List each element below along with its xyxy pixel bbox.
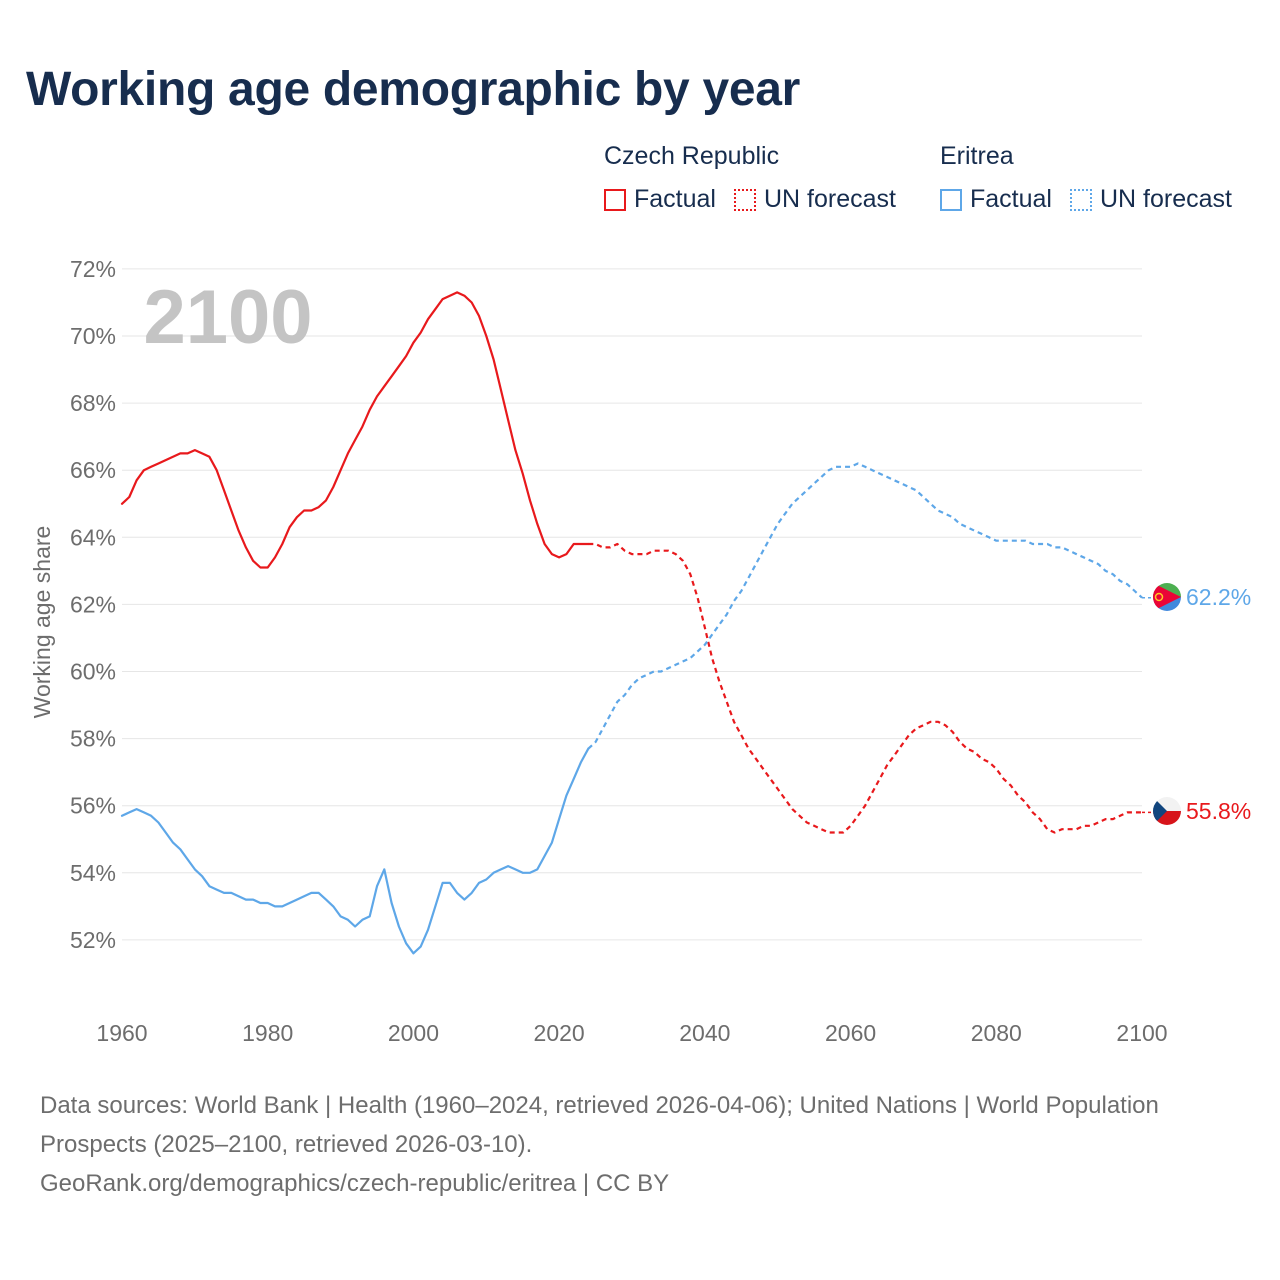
x-tick-label: 2020 [534,1020,585,1046]
x-tick-label: 2000 [388,1020,439,1046]
y-tick-label: 64% [70,524,116,550]
y-tick-label: 56% [70,793,116,819]
legend-swatch-solid-icon [604,188,626,211]
legend-item-czech-forecast[interactable]: UN forecast [733,185,896,214]
legend-swatch-dotted-icon [733,188,756,211]
eritrea-forecast-line [587,462,1143,750]
y-tick-label: 68% [70,390,116,416]
legend-item-label: UN forecast [1099,185,1232,213]
x-tick-label: 2040 [679,1020,730,1046]
y-tick-label: 70% [70,323,116,349]
eritrea-end-value-label: 62.2% [1186,584,1251,610]
czech-end-value-label: 55.8% [1186,798,1251,824]
x-tick-label: 1980 [242,1020,293,1046]
y-tick-label: 54% [70,860,116,886]
eritrea-flag-icon [1153,583,1181,611]
footer: Data sources: World Bank | Health (1960–… [40,1086,1240,1203]
page-title: Working age demographic by year [26,63,801,116]
legend-item-label: Factual [634,185,716,213]
data-sources-text: Data sources: World Bank | Health (1960–… [40,1092,1159,1158]
x-tick-label: 2100 [1116,1020,1167,1046]
y-tick-label: 62% [70,591,116,617]
y-tick-label: 60% [70,659,116,685]
y-tick-label: 66% [70,457,116,483]
czech-republic-factual-line [120,291,590,569]
attribution-link[interactable]: GeoRank.org/demographics/czech-republic/… [40,1170,670,1197]
x-tick-label: 2080 [971,1020,1022,1046]
year-watermark: 2100 [143,275,312,360]
y-tick-label: 58% [70,726,116,752]
x-tick-label: 1960 [96,1020,147,1046]
y-tick-label: 72% [70,256,116,282]
x-tick-label: 2060 [825,1020,876,1046]
legend-item-eritrea-forecast[interactable]: UN forecast [1069,185,1232,214]
czech-republic-forecast-line [588,542,1142,834]
czech-flag-icon [1153,797,1181,825]
line-chart: 2100 Working age share 52% 54% 56% 58% 60% 62… [29,256,1251,1046]
legend-item-czech-factual[interactable]: Factual [604,185,716,214]
legend-item-eritrea-factual[interactable]: Factual [940,185,1052,214]
legend-swatch-solid-icon [940,188,962,211]
legend-swatch-dotted-icon [1069,188,1092,211]
eritrea-factual-line [120,747,590,955]
y-tick-label: 52% [70,927,116,953]
legend-group-czech-republic: Czech Republic Factual UN forecast [604,142,896,214]
legend-group-eritrea: Eritrea Factual UN forecast [940,142,1232,214]
legend-item-label: Factual [970,185,1052,213]
legend-country-label: Eritrea [940,142,1014,170]
y-axis-label: Working age share [29,526,55,719]
legend-country-label: Czech Republic [604,142,780,170]
legend-item-label: UN forecast [763,185,896,213]
